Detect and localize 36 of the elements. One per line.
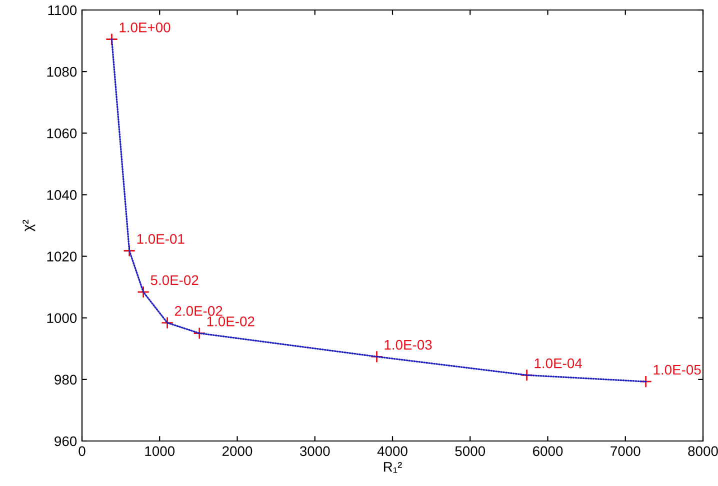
x-axis-title: R₁² [384,462,402,473]
x-tick-label: 8000 [688,446,718,456]
point [520,368,534,382]
x-tick-label: 2000 [222,446,252,456]
x-tick-label: 0 [78,446,86,456]
annotation: 5.0E-02 [150,275,198,286]
x-tick-label: 3000 [300,446,330,456]
y-axis-title: χ² [22,220,36,232]
point [640,375,652,388]
point [193,327,206,340]
annotation: 2.0E-02 [174,306,222,316]
y-tick-label: 1020 [47,252,77,262]
annotation: 1.0E-04 [534,358,582,368]
annotation: 1.0E-01 [137,234,184,244]
annotation: 1.0E-03 [384,340,432,350]
x-tick-label: 7000 [610,446,640,456]
y-tick-label: 980 [54,374,77,385]
point [105,32,118,46]
point [161,316,174,330]
y-tick-label: 1000 [47,313,77,324]
x-tick-label: 4000 [377,446,408,456]
y-tick-label: 1100 [48,5,77,16]
annotation: 1.0E-05 [654,364,701,375]
annotation: 1.0E+00 [120,22,170,32]
point [370,350,383,363]
point [137,286,150,298]
x-tick-label: 1000 [145,446,175,456]
y-tick-label: 1060 [47,128,77,138]
line-series [110,38,647,382]
point [123,244,136,257]
annotation: 1.0E-02 [207,316,254,326]
y-tick-label: 1040 [47,190,77,200]
x-tick-label: 5000 [455,446,486,456]
x-tick-label: 6000 [533,446,563,456]
y-tick-label: 1080 [47,66,77,77]
y-tick-label: 960 [54,436,77,446]
